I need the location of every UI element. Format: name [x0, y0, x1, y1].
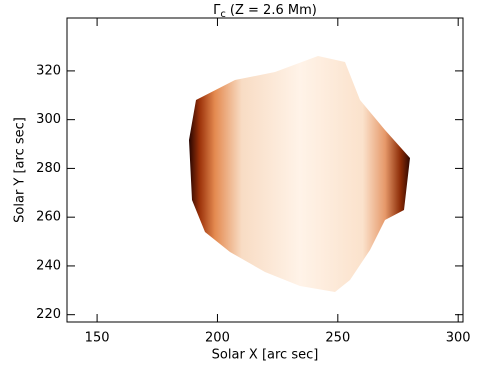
y-tick-label: 300	[36, 112, 61, 127]
title-symbol: Γ	[213, 3, 221, 18]
x-tick-label: 200	[205, 331, 230, 346]
title-subscript: c	[220, 9, 226, 20]
x-axis-label: Solar X [arc sec]	[212, 348, 319, 363]
x-tick-label: 300	[446, 331, 471, 346]
x-tick-label: 250	[325, 331, 350, 346]
y-tick-label: 280	[36, 161, 61, 176]
y-tick-label: 260	[36, 210, 61, 225]
title-rest: (Z = 2.6 Mm)	[230, 3, 317, 18]
y-tick-label: 220	[36, 307, 61, 322]
y-tick-label: 320	[36, 63, 61, 78]
y-axis-label: Solar Y [arc sec]	[13, 117, 28, 223]
heat-region	[189, 56, 410, 292]
x-tick-label: 150	[85, 331, 110, 346]
y-tick-label: 240	[36, 258, 61, 273]
plot-frame	[66, 17, 464, 323]
chart-title: Γc (Z = 2.6 Mm)	[213, 3, 317, 21]
image	[189, 56, 410, 292]
